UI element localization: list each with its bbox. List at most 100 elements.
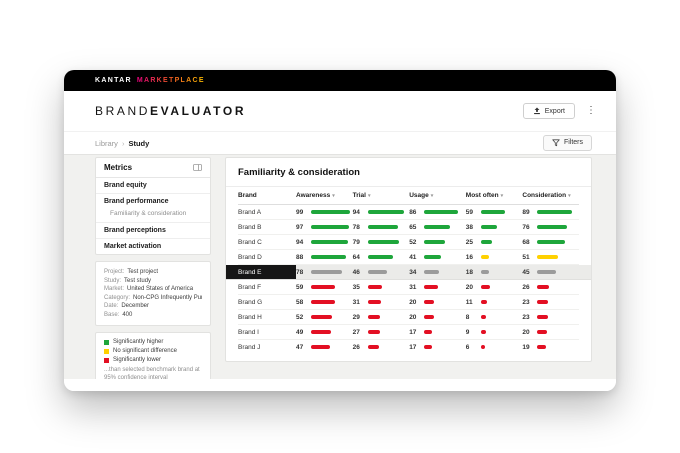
info-label: Market: [104,286,125,292]
table-row[interactable]: Brand F 59 35 31 20 26 [238,280,579,295]
col-header-usage[interactable]: Usage ▾ [409,192,466,199]
table-row[interactable]: Brand H 52 29 20 8 23 [238,310,579,325]
table-row[interactable]: Brand I 49 27 17 9 20 [238,325,579,340]
metric-value: 31 [352,298,360,306]
metric-value: 78 [352,223,360,231]
info-row-date: Date: December [104,302,202,311]
sort-caret-icon: ▾ [500,192,504,199]
metric-cell: 23 [522,314,579,321]
legend-label: No significant difference [113,348,177,354]
col-header-label: Trial [352,192,366,199]
significance-bar [367,285,383,289]
export-button[interactable]: Export [522,103,575,119]
sidebar-item-familiarity-consideration[interactable]: Familiarity & consideration [110,210,187,217]
col-header-label: Most often [465,192,499,199]
export-button-label: Export [544,107,565,115]
table-row[interactable]: Brand G 58 31 20 11 23 [238,295,579,310]
sidebar-item-brand-equity[interactable]: Brand equity [104,182,147,189]
chevron-right-icon: › [121,138,125,148]
brand-cell: Brand C [238,238,262,246]
metric-value: 65 [409,223,417,231]
table-row[interactable]: Brand C 94 79 52 25 68 [238,235,579,250]
window-footer [64,379,616,391]
sort-caret-icon: ▾ [568,192,571,199]
sidebar-item-brand-performance[interactable]: Brand performance [96,193,210,209]
significance-bar [367,300,382,304]
brand-cell: Brand B [238,223,262,231]
metrics-list: Brand equity Brand performance Familiarity… [96,178,210,254]
table-header-row: Brand Awareness ▾ Trial ▾ Usage ▾ Most often ▾ Co… [238,187,579,205]
product-name-evaluator: EVALUATOR [150,104,247,118]
collapse-panel-icon[interactable] [193,164,202,171]
metric-cell: 18 [466,269,523,276]
metric-value: 25 [465,238,474,246]
legend-swatch-higher [104,339,109,345]
metric-cell: 97 [296,224,353,231]
metric-value: 64 [352,253,360,261]
overflow-menu-icon[interactable]: ⋮ [586,105,596,116]
metric-value: 86 [409,208,417,216]
metric-cell: 49 [296,329,353,336]
metric-value: 45 [522,268,530,276]
metric-cell: 11 [466,299,523,306]
metric-cell: 79 [353,239,410,246]
metric-value: 89 [522,208,530,216]
col-header-most-often[interactable]: Most often ▾ [466,192,523,199]
metric-cell: 88 [296,254,353,261]
metric-value: 16 [465,253,474,261]
significance-bar [367,225,399,229]
info-row-project: Project: Test project [104,268,202,277]
metric-value: 49 [296,328,304,336]
metric-cell: 99 [296,209,353,216]
significance-bar [424,255,442,259]
significance-bar [537,210,573,214]
table-row[interactable]: Brand E 78 46 34 18 45 [226,265,591,280]
brand-cell: Brand A [238,208,262,216]
metric-cell: 20 [409,314,466,321]
sidebar-item-market-activation[interactable]: Market activation [96,238,210,254]
metric-value: 59 [465,208,474,216]
col-header-label: Awareness [296,192,331,199]
info-row-study: Study: Test study [104,277,202,286]
filters-button[interactable]: Filters [542,135,592,151]
legend-note: ...than selected benchmark brand at 95% … [104,367,200,379]
sidebar-item-brand-perceptions[interactable]: Brand perceptions [96,222,210,238]
metric-value: 47 [296,343,304,351]
significance-bar [367,255,394,259]
table-row[interactable]: Brand D 88 64 41 16 51 [238,250,579,265]
metric-cell: 94 [353,209,410,216]
metric-cell: 38 [466,224,523,231]
legend-label: Significantly lower [113,357,162,363]
metric-value: 9 [465,328,470,336]
table-row[interactable]: Brand J 47 26 17 6 19 [238,340,579,354]
significance-bar [480,300,487,304]
col-header-awareness[interactable]: Awareness ▾ [296,192,353,199]
significance-bar [537,255,559,259]
metric-value: 26 [352,343,360,351]
significance-bar [311,240,348,244]
significance-bar [537,270,556,274]
col-header-trial[interactable]: Trial ▾ [353,192,410,199]
significance-bar [367,270,387,274]
significance-bar [367,210,405,214]
significance-bar [424,270,439,274]
breadcrumb-library[interactable]: Library [95,138,118,148]
table-row[interactable]: Brand B 97 78 65 38 76 [238,220,579,235]
metric-cell: 47 [296,344,353,351]
significance-bar [480,345,485,349]
significance-bar [537,225,568,229]
metric-cell: 6 [466,344,523,351]
sort-caret-icon: ▾ [332,192,335,199]
metric-cell: 16 [466,254,523,261]
col-header-consideration[interactable]: Consideration ▾ [522,192,579,199]
info-row-category: Category:Non-CPG Infrequently Purch... [104,294,202,303]
metrics-panel-title: Metrics [104,163,133,172]
metric-value: 97 [296,223,304,231]
significance-bar [367,330,380,334]
metrics-panel-header: Metrics [96,158,210,178]
metric-value: 20 [409,313,417,321]
metric-cell: 8 [466,314,523,321]
metrics-panel: Metrics Brand equity Brand performance Fam… [95,157,211,255]
table-row[interactable]: Brand A 99 94 86 59 89 [238,205,579,220]
